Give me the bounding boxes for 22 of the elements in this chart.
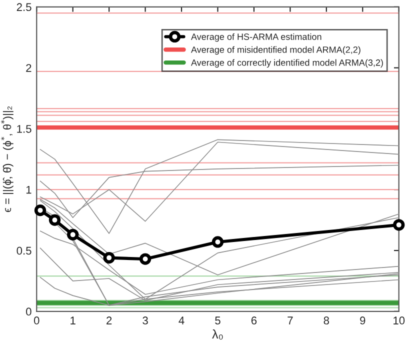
x-tick-label: 10: [394, 316, 405, 324]
x-tick-label: 2: [106, 316, 112, 324]
x-tick-label: 1: [70, 316, 76, 324]
x-axis-title: λ₀: [212, 329, 223, 340]
legend-label: Average of misidentified model ARMA(2,2): [191, 46, 360, 55]
x-tick-label: 3: [142, 316, 148, 324]
x-tick-label: 5: [215, 316, 220, 324]
legend-label: Average of correctly identified model ARMA(3,2): [191, 59, 383, 68]
x-tick-label: 7: [288, 316, 293, 324]
x-tick-label: 6: [251, 316, 257, 324]
x-tick-label: 8: [324, 316, 330, 324]
x-tick-label: 4: [178, 316, 184, 324]
x-tick-label: 9: [360, 316, 366, 324]
x-tick-label: 0: [34, 316, 40, 324]
y-tick-label: 1: [26, 186, 32, 194]
y-tick-label: 2.5: [16, 3, 32, 12]
y-axis-title: ϵ = ||(ϕ̂, θ̂) − (ϕ$^{*}$, θ$^{*}$)||₂: [0, 106, 14, 212]
y-tick-label: 0: [26, 308, 32, 316]
y-tick-label: 1.5: [17, 125, 32, 133]
y-tick-label: 0.5: [16, 246, 32, 255]
y-tick-label: 2: [26, 64, 32, 72]
legend-label: Average of HS-ARMA estimation: [191, 33, 322, 42]
